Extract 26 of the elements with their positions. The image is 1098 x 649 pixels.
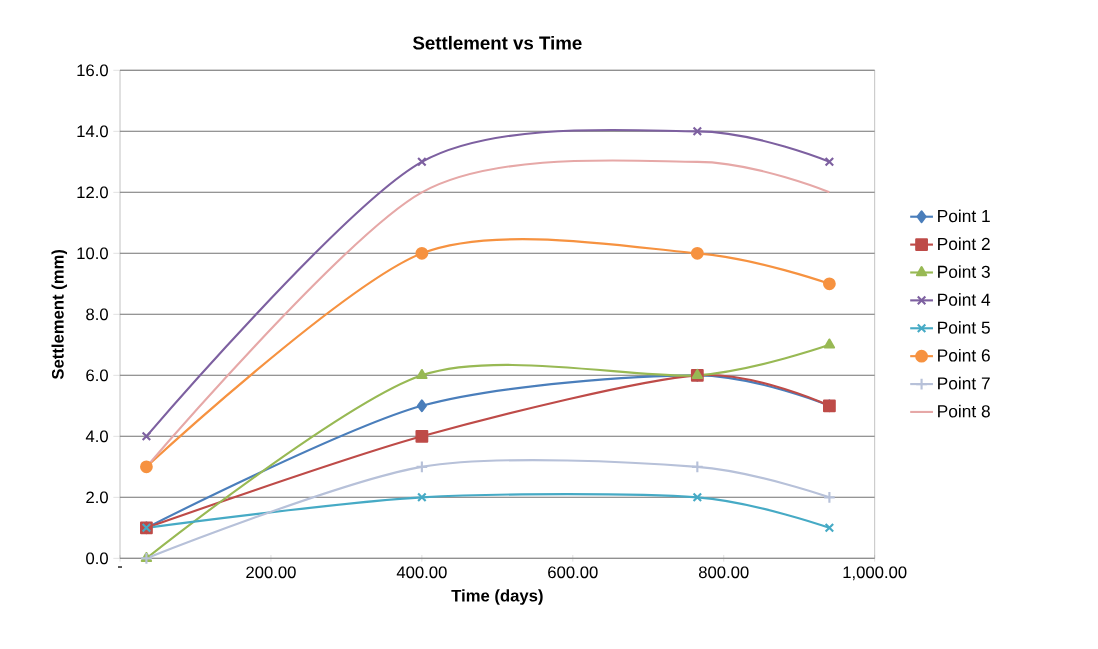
legend-label: Point 1 — [938, 209, 990, 223]
y-tick-label: 8.0 — [86, 308, 108, 321]
y-tick-label: 10.0 — [77, 247, 108, 260]
legend-label: Point 7 — [938, 376, 990, 390]
x-tick-label: 400.00 — [396, 566, 447, 579]
y-tick-label: 0.0 — [86, 552, 108, 565]
y-tick-label: 14.0 — [77, 125, 108, 138]
y-tick-label: 2.0 — [86, 491, 108, 504]
y-tick-label: 4.0 — [85, 430, 108, 443]
x-axis-title: Time (days) — [451, 589, 543, 605]
x-tick-label: 600.00 — [548, 566, 598, 579]
legend-label: Point 4 — [938, 293, 991, 306]
legend-label: Point 5 — [938, 320, 990, 334]
x-tick-label: 800.00 — [698, 566, 749, 579]
x-tick-label: 1,000.00 — [843, 566, 907, 581]
chart-title: Settlement vs Time — [412, 35, 582, 50]
y-tick-label: 12.0 — [77, 186, 108, 199]
y-axis-title: Settlement (mm) — [51, 249, 68, 380]
x-tick-label: - — [117, 566, 123, 568]
legend-label: Point 2 — [938, 237, 990, 251]
x-tick-label: 200.00 — [246, 566, 296, 579]
legend-label: Point 3 — [938, 265, 990, 278]
legend-label: Point 6 — [938, 348, 990, 362]
y-tick-label: 16.0 — [77, 64, 108, 77]
legend-label: Point 8 — [938, 404, 990, 418]
y-tick-label: 6.0 — [86, 369, 108, 382]
